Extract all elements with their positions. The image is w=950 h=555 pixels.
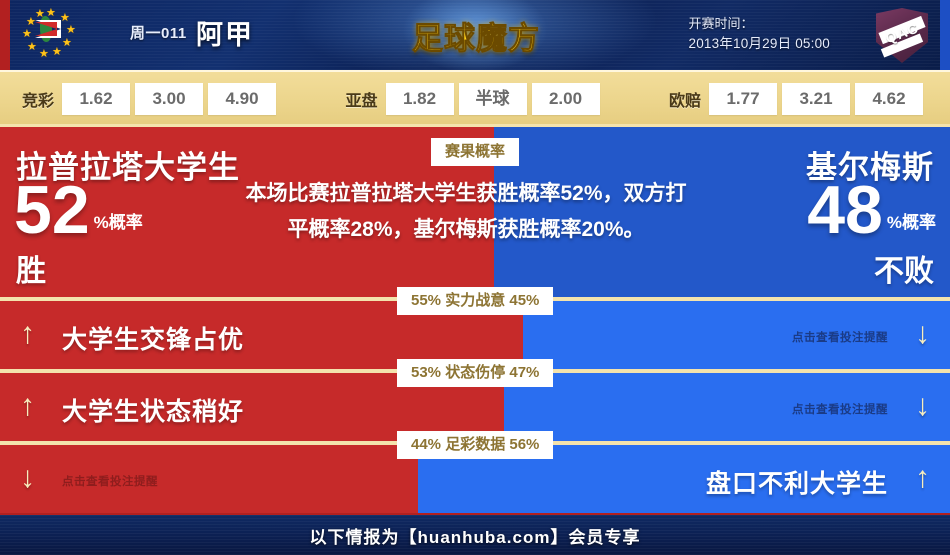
main-content: 拉普拉塔大学生 52 %概率 胜 基尔梅斯 48 %概率 不败 赛果概率 本场比…: [0, 124, 950, 515]
away-outcome-label: 不败: [874, 255, 934, 288]
header-right-edge: [940, 0, 950, 70]
odds-cell-jingcai-3[interactable]: 4.90: [208, 83, 277, 115]
odds-group-jingcai: 竞彩 1.62 3.00 4.90: [22, 72, 281, 126]
row-3-home-hint[interactable]: 点击查看投注提醒: [62, 476, 158, 488]
odds-cell-oupei-2[interactable]: 3.21: [781, 83, 850, 115]
away-probability-value: 48: [807, 172, 883, 248]
comparison-row-3[interactable]: ↓ 点击查看投注提醒 盘口不利大学生 ↑ 44% 足彩数据 56%: [0, 431, 950, 513]
arrow-down-icon: ↓: [915, 389, 930, 422]
crest-stars-icon: ★ ★ ★ ★ ★ ★ ★ ★ ★ ★: [22, 7, 76, 60]
odds-group-oupei: 欧赔 1.77 3.21 4.62: [669, 72, 928, 126]
kickoff-label: 开赛时间：: [688, 16, 754, 31]
odds-cell-yapan-1[interactable]: 1.82: [385, 83, 454, 115]
row-2-away-hint[interactable]: 点击查看投注提醒: [792, 404, 888, 416]
row-2-chip-label: 53% 状态伤停 47%: [397, 359, 554, 387]
site-logo: 足球魔方: [396, 12, 556, 58]
home-team-crest-icon: ★ ★ ★ ★ ★ ★ ★ ★ ★ ★: [22, 8, 76, 62]
comparison-row-1[interactable]: ↑ 大学生交锋占优 点击查看投注提醒 ↓ 55% 实力战意 45%: [0, 287, 950, 369]
crest-pennant-red-icon: [35, 22, 57, 36]
odds-label-yapan: 亚盘: [345, 93, 378, 110]
arrow-up-icon: ↑: [20, 317, 35, 350]
odds-label-jingcai: 竞彩: [22, 93, 55, 110]
arrow-up-icon: ↑: [915, 461, 930, 494]
row-1-away-bar: [523, 301, 950, 369]
comparison-row-2[interactable]: ↑ 大学生状态稍好 点击查看投注提醒 ↓ 53% 状态伤停 47%: [0, 359, 950, 441]
row-1-chip-label: 55% 实力战意 45%: [397, 287, 554, 315]
row-1-away-hint[interactable]: 点击查看投注提醒: [792, 332, 888, 344]
site-logo-text: 足球魔方: [412, 20, 540, 56]
home-outcome-label: 胜: [16, 255, 46, 288]
odds-cell-oupei-3[interactable]: 4.62: [854, 83, 923, 115]
odds-bar: 竞彩 1.62 3.00 4.90 亚盘 1.82 半球 2.00 欧赔 1.7…: [0, 70, 950, 126]
home-probability-suffix: %概率: [93, 213, 143, 232]
home-probability-value: 52: [14, 172, 90, 248]
row-1-home-label: 大学生交锋占优: [62, 326, 245, 354]
row-2-home-label: 大学生状态稍好: [62, 398, 245, 426]
hero-chip-label: 赛果概率: [431, 138, 520, 166]
kickoff-time-block: 开赛时间： 2013年10月29日 05:00: [689, 14, 831, 54]
home-team-name: 拉普拉塔大学生: [16, 150, 240, 185]
away-team-name: 基尔梅斯: [806, 150, 934, 185]
row-3-chip-label: 44% 足彩数据 56%: [397, 431, 554, 459]
away-team-crest-icon: QAC: [876, 8, 928, 63]
probability-hero: 拉普拉塔大学生 52 %概率 胜 基尔梅斯 48 %概率 不败 赛果概率 本场比…: [0, 124, 950, 297]
hero-top-divider: [0, 124, 950, 127]
footer-text: 以下情报为【huanhuba.com】会员专享: [309, 527, 641, 547]
odds-cell-yapan-2[interactable]: 半球: [458, 83, 527, 115]
league-name: 阿甲: [196, 20, 254, 50]
header-bar: ★ ★ ★ ★ ★ ★ ★ ★ ★ ★ 周一011 阿甲 足球魔方 开赛时间： …: [0, 0, 950, 70]
home-probability: 52 %概率: [14, 172, 143, 248]
odds-label-oupei: 欧赔: [668, 93, 701, 110]
away-probability-suffix: %概率: [886, 213, 936, 232]
arrow-up-icon: ↑: [20, 389, 35, 422]
footer-bar: 以下情报为【huanhuba.com】会员专享: [0, 515, 950, 555]
row-3-home-bar: [0, 445, 418, 513]
odds-cell-yapan-3[interactable]: 2.00: [531, 83, 600, 115]
round-label: 周一011: [130, 25, 187, 42]
header-left-edge: [0, 0, 10, 70]
odds-group-yapan: 亚盘 1.82 半球 2.00: [345, 72, 604, 126]
arrow-down-icon: ↓: [915, 317, 930, 350]
row-2-away-bar: [504, 373, 950, 441]
hero-away-panel: [494, 124, 950, 297]
away-probability: 48 %概率: [807, 172, 936, 248]
odds-cell-jingcai-2[interactable]: 3.00: [135, 83, 204, 115]
arrow-down-icon: ↓: [20, 461, 35, 494]
odds-cell-jingcai-1[interactable]: 1.62: [62, 83, 131, 115]
hero-home-panel: [0, 124, 494, 297]
hero-description: 本场比赛拉普拉塔大学生获胜概率52%，双方打平概率28%，基尔梅斯获胜概率20%…: [245, 182, 687, 241]
row-3-away-label: 盘口不利大学生: [705, 470, 888, 498]
kickoff-value: 2013年10月29日 05:00: [688, 36, 830, 51]
odds-cell-oupei-1[interactable]: 1.77: [708, 83, 777, 115]
